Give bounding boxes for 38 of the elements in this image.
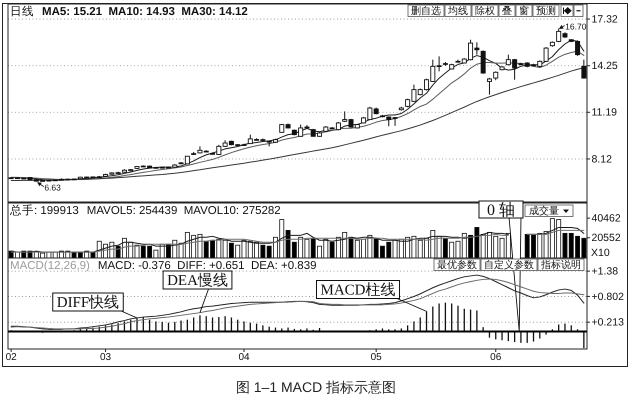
annotation: 预测	[536, 5, 556, 18]
x-tick-label: 06	[490, 352, 502, 364]
chart-title: 日线	[10, 5, 34, 18]
y-tick-label: 14.25	[592, 60, 618, 72]
chart-title: MACD(12,26,9)	[10, 260, 90, 272]
annotation: 指标说明	[540, 259, 581, 272]
caption: 图 1–1 MACD 指标示意图	[236, 379, 396, 395]
y-tick-label: 8.12	[592, 153, 612, 166]
chart-subtitle: MACD: -0.376 DIFF: +0.651 DEA: +0.839	[98, 260, 316, 272]
annotation: 最优参数	[437, 259, 477, 272]
y-tick-label: 20552	[592, 232, 621, 244]
y-tick-label: 40462	[592, 212, 621, 224]
annotation: 自定义参数	[484, 259, 534, 272]
annotation: 叠	[502, 6, 512, 18]
y-tick-label: +1.38	[592, 265, 618, 278]
annotation: 均线	[447, 5, 468, 18]
series-label: DIFF快线	[56, 294, 120, 311]
annotation: 16.70	[565, 21, 587, 32]
series-label: MACD柱线	[320, 282, 396, 298]
annotation: 6.63	[44, 182, 62, 193]
y-tick-label: 17.32	[592, 13, 618, 26]
x-tick-label: 03	[100, 352, 112, 364]
annotation: 除权	[475, 5, 495, 18]
annotation: 成交量	[529, 205, 559, 217]
x-tick-label: 05	[370, 352, 382, 364]
chart-subtitle: MAVOL5: 254439 MAVOL10: 275282	[86, 205, 281, 217]
y-tick-label: +0.802	[592, 290, 624, 303]
x-tick-label: 02	[6, 352, 18, 364]
chart-subtitle: MA5: 15.21 MA10: 14.93 MA30: 14.12	[42, 6, 248, 18]
annotation: 窗	[519, 5, 529, 18]
ref-line-label: 0 轴	[487, 201, 515, 219]
y-axis-title: X10	[591, 247, 610, 259]
x-tick-label: 04	[238, 352, 250, 364]
y-tick-label: 11.19	[592, 106, 618, 119]
series-label: DEA慢线	[167, 272, 228, 289]
annotation: 删自选	[411, 5, 441, 18]
y-tick-label: +0.213	[592, 316, 624, 329]
chart-title: 总手: 199913	[9, 203, 79, 217]
